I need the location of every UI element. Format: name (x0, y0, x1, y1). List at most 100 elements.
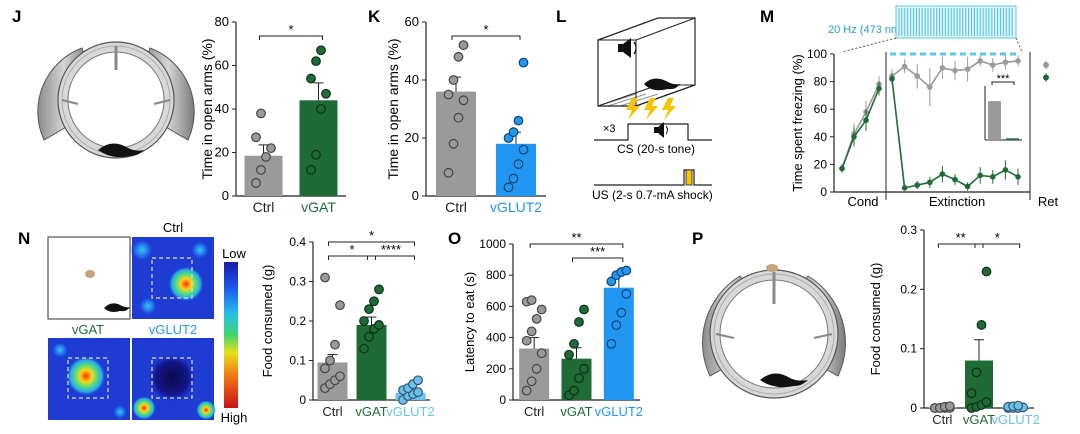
y-tick-label: 0 (820, 185, 827, 199)
color-scale-high: High (221, 410, 248, 425)
data-point (536, 348, 547, 359)
y-axis-label: Time in open arms (%) (199, 38, 215, 179)
data-point (569, 385, 579, 396)
data-point (448, 138, 459, 149)
data-point (876, 85, 882, 92)
heatmap-title-vglut2: vGLUT2 (149, 322, 197, 337)
y-tick-label: 0.2 (289, 314, 306, 328)
data-point (939, 65, 946, 71)
data-point (952, 67, 958, 74)
y-tick-label: 0 (299, 393, 306, 407)
phase-label-cond: Cond (847, 194, 878, 209)
y-tick-label: 20 (814, 157, 828, 171)
x-tick-label: Ctrl (445, 199, 467, 215)
data-point (966, 388, 977, 399)
data-point (889, 76, 895, 82)
data-point (453, 112, 464, 123)
data-point (971, 367, 982, 378)
significance-label: *** (590, 244, 605, 259)
y-tick-label: 0 (910, 401, 917, 415)
data-point (359, 316, 369, 326)
bar (244, 155, 283, 196)
data-point (518, 57, 529, 68)
data-point (374, 284, 384, 295)
y-tick-label: 200 (486, 362, 506, 376)
x-tick-label: Ctrl (253, 199, 275, 215)
data-point (503, 182, 514, 193)
y-axis-label: Latency to eat (s) (462, 272, 477, 372)
significance-bracket (991, 81, 1015, 85)
zero-maze-illustration-P (702, 264, 846, 399)
data-point (964, 66, 971, 72)
data-point (526, 326, 537, 337)
y-axis-label: Food consumed (g) (868, 263, 883, 376)
data-point (536, 304, 547, 315)
data-point (335, 300, 345, 311)
y-axis-label: Time in open arms (%) (385, 38, 401, 179)
data-point (453, 51, 464, 62)
data-point (1043, 74, 1049, 81)
mouse-icon (104, 303, 130, 312)
data-point (1015, 58, 1021, 64)
x-tick-label: vGLUT2 (595, 404, 643, 419)
data-point (518, 144, 529, 155)
significance-label: **** (381, 242, 401, 257)
significance-bracket (937, 243, 984, 248)
data-point (359, 343, 369, 354)
data-point (526, 376, 537, 387)
y-tick-label: 60 (814, 102, 828, 116)
panel-label-O: O (448, 229, 461, 248)
mouse-icon (760, 373, 808, 388)
us-label: US (2-s 0.7-mA shock) (592, 188, 713, 202)
data-point (320, 272, 330, 283)
data-point (964, 183, 971, 190)
data-point (574, 373, 584, 384)
data-point (579, 304, 589, 315)
data-point (1002, 167, 1009, 173)
y-tick-label: 0.3 (900, 223, 917, 237)
data-point (574, 317, 584, 327)
y-tick-label: 800 (486, 268, 506, 282)
data-point (311, 56, 321, 67)
data-point (944, 401, 955, 412)
x-tick-label: vGLUT2 (490, 199, 542, 215)
x-tick-label: vGAT (560, 404, 592, 419)
heatmap-title-ctrl: Ctrl (163, 220, 183, 235)
data-point (977, 58, 983, 64)
chart-O: 0 200 400 600 800 1000 Latency to eat (s) Ctrl v… (462, 230, 643, 419)
y-tick-label: 80 (814, 75, 828, 89)
data-point (569, 338, 579, 349)
color-scale-low: Low (222, 246, 246, 261)
significance-label: * (369, 228, 374, 243)
y-tick-label: 0.1 (289, 354, 306, 368)
laser-indicator: 20 Hz (473 nm) (828, 5, 1023, 56)
cond-line (841, 88, 880, 169)
data-point (508, 173, 519, 184)
cs-label: CS (20-s tone) (617, 142, 695, 156)
data-point (513, 115, 524, 126)
chart-K: 0 20 40 60 Time in open arms (%) Ctrl vGLUT2 * (385, 14, 546, 215)
data-point (1013, 400, 1024, 411)
data-point (364, 331, 374, 342)
repeat-label: ×3 (603, 123, 616, 135)
data-point (531, 363, 542, 374)
data-point (981, 397, 992, 407)
data-point (976, 320, 987, 330)
y-tick-label: 0 (222, 188, 229, 203)
y-axis-label: Time spent freezing (%) (790, 54, 805, 192)
panel-label-J: J (12, 7, 21, 26)
data-point (311, 149, 321, 160)
data-point (521, 385, 532, 396)
data-point (325, 355, 335, 366)
panel-label-M: M (760, 7, 774, 26)
inset-bar (1006, 138, 1019, 140)
panel-label-L: L (556, 7, 566, 26)
y-axis-label: Food consumed (g) (260, 265, 275, 378)
x-tick-label: vGLUT2 (386, 404, 434, 419)
data-point (939, 171, 946, 177)
shock-icon (626, 98, 676, 120)
significance-label: ** (956, 230, 966, 245)
y-tick-label: 0.2 (900, 282, 917, 296)
